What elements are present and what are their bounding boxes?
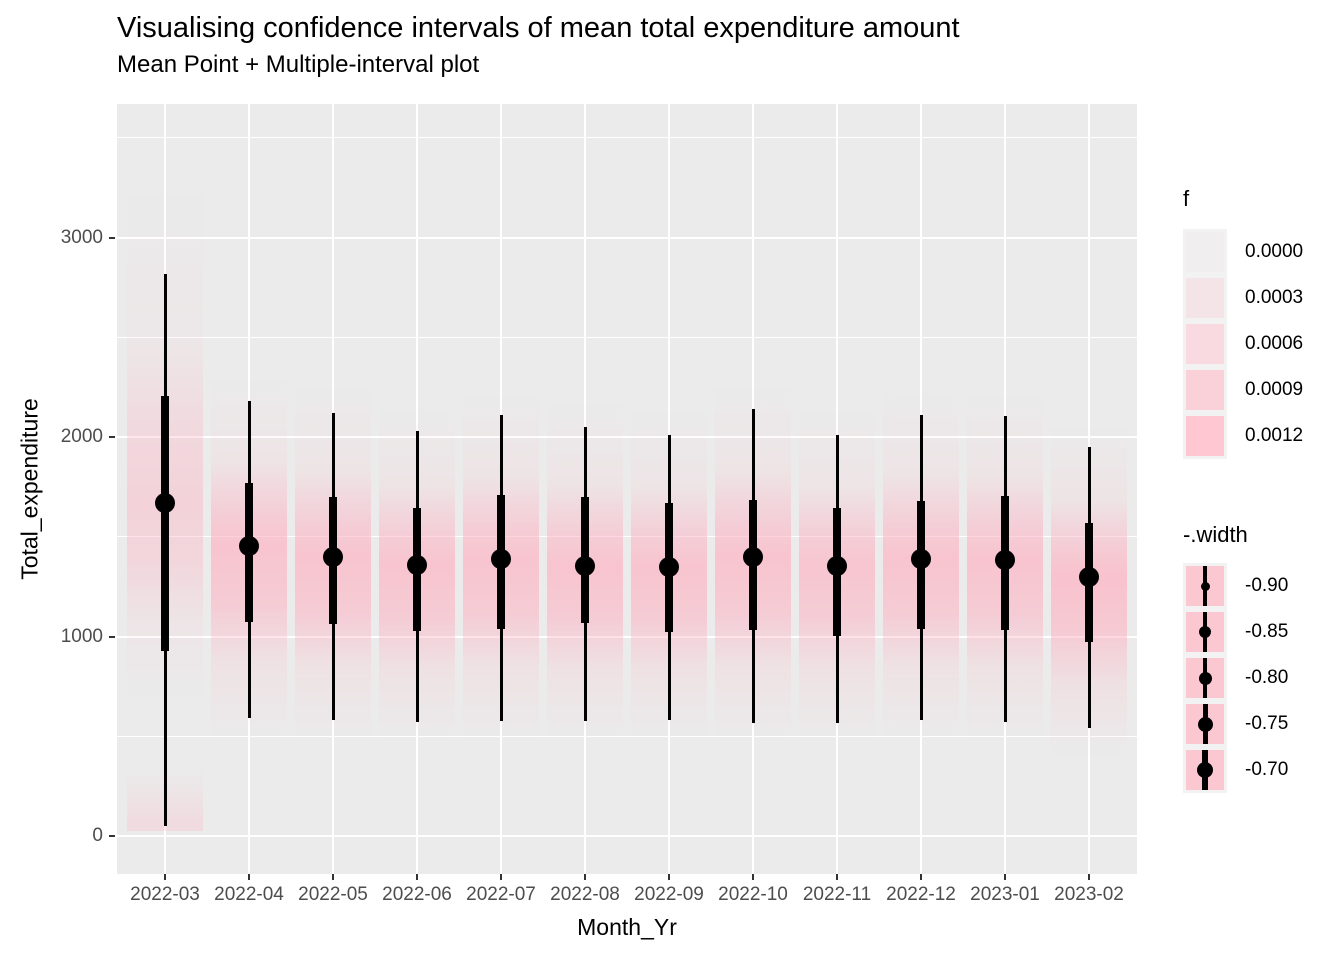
y-tick-mark <box>109 436 115 439</box>
x-tick-label: 2022-07 <box>466 884 536 905</box>
mean-point <box>659 556 679 577</box>
mean-point <box>407 554 427 575</box>
legend-fill-swatch <box>1186 232 1224 272</box>
x-tick-label: 2022-09 <box>634 884 704 905</box>
y-tick-mark <box>109 635 115 638</box>
x-tick-mark <box>752 874 754 880</box>
legend-fill-key <box>1183 275 1227 321</box>
y-tick-label: 2000 <box>60 426 103 448</box>
grid-major-y <box>117 835 1137 838</box>
x-tick-label: 2022-04 <box>214 884 284 905</box>
mean-point <box>323 546 343 567</box>
legend-fill-swatch <box>1186 416 1224 456</box>
legend-fill-swatch <box>1186 370 1224 410</box>
mean-point <box>155 492 175 513</box>
legend-interval-dot <box>1200 581 1210 591</box>
y-tick-mark <box>109 835 115 838</box>
x-tick-mark <box>1088 874 1090 880</box>
x-tick-mark <box>668 874 670 880</box>
x-axis-title: Month_Yr <box>577 914 677 940</box>
legend-interval-dot <box>1197 762 1213 778</box>
legend-width-label: -0.80 <box>1245 667 1289 688</box>
grid-minor-y <box>117 336 1137 338</box>
legend-fill-key <box>1183 413 1227 459</box>
legend-interval-dot <box>1198 671 1212 685</box>
grid-major-y <box>117 236 1137 239</box>
y-tick-label: 0 <box>92 825 103 847</box>
legend-fill-label: 0.0000 <box>1245 241 1304 262</box>
mean-point <box>239 535 259 556</box>
grid-minor-y <box>117 137 1137 139</box>
plot-subtitle: Mean Point + Multiple-interval plot <box>117 51 480 78</box>
legend-fill-label: 0.0012 <box>1245 425 1304 446</box>
legend-width-key <box>1183 609 1227 655</box>
y-tick-mark <box>109 236 115 239</box>
legend-width-swatch <box>1186 750 1224 790</box>
x-tick-label: 2022-06 <box>382 884 452 905</box>
x-tick-mark <box>164 874 166 880</box>
x-tick-mark <box>248 874 250 880</box>
legend-width-label: -0.90 <box>1245 575 1289 596</box>
legend-interval-dot <box>1199 626 1211 638</box>
legend-width-swatch <box>1186 612 1224 652</box>
legend-width-key <box>1183 701 1227 747</box>
x-tick-label: 2022-03 <box>130 884 200 905</box>
legend-fill-swatch <box>1186 324 1224 364</box>
x-tick-label: 2023-01 <box>970 884 1040 905</box>
grid-minor-y <box>117 735 1137 737</box>
legend-width-title: -.width <box>1183 522 1248 547</box>
plot-panel <box>117 104 1137 874</box>
legend-fill-key <box>1183 229 1227 275</box>
legend-fill-title: f <box>1183 186 1190 211</box>
grid-major-y <box>117 635 1137 638</box>
legend-width-key <box>1183 747 1227 793</box>
y-tick-label: 1000 <box>60 625 103 647</box>
x-tick-label: 2022-11 <box>802 884 872 905</box>
mean-point <box>995 549 1015 570</box>
mean-point <box>911 548 931 569</box>
x-tick-mark <box>584 874 586 880</box>
y-axis-title: Total_expenditure <box>16 398 43 580</box>
mean-point <box>491 548 511 569</box>
legend-fill-label: 0.0006 <box>1245 333 1304 354</box>
legend-fill-swatch <box>1186 278 1224 318</box>
x-tick-label: 2023-02 <box>1054 884 1124 905</box>
y-tick-label: 3000 <box>60 226 103 248</box>
mean-point <box>827 555 847 576</box>
x-tick-label: 2022-12 <box>886 884 956 905</box>
legend-interval-dot <box>1197 716 1213 732</box>
x-tick-label: 2022-08 <box>550 884 620 905</box>
legend-fill-label: 0.0009 <box>1245 379 1304 400</box>
x-tick-mark <box>1004 874 1006 880</box>
legend-width-label: -0.70 <box>1245 759 1289 780</box>
grid-minor-y <box>117 536 1137 538</box>
legend-width-key <box>1183 563 1227 609</box>
plot-title: Visualising confidence intervals of mean… <box>117 12 960 44</box>
legend-width-label: -0.75 <box>1245 713 1289 734</box>
x-tick-label: 2022-10 <box>718 884 788 905</box>
x-tick-mark <box>500 874 502 880</box>
legend-fill-label: 0.0003 <box>1245 287 1304 308</box>
mean-point <box>1079 566 1099 587</box>
legend-width-swatch <box>1186 658 1224 698</box>
x-tick-mark <box>836 874 838 880</box>
legend-width-label: -0.85 <box>1245 621 1289 642</box>
x-tick-mark <box>920 874 922 880</box>
grid-major-y <box>117 436 1137 439</box>
legend-fill-key <box>1183 321 1227 367</box>
x-tick-label: 2022-05 <box>298 884 368 905</box>
interval-thick <box>161 396 169 651</box>
legend-fill-key <box>1183 367 1227 413</box>
x-tick-mark <box>332 874 334 880</box>
legend-width-key <box>1183 655 1227 701</box>
legend-width-swatch <box>1186 566 1224 606</box>
x-tick-mark <box>416 874 418 880</box>
mean-point <box>575 555 595 576</box>
mean-point <box>743 546 763 567</box>
legend-width-swatch <box>1186 704 1224 744</box>
